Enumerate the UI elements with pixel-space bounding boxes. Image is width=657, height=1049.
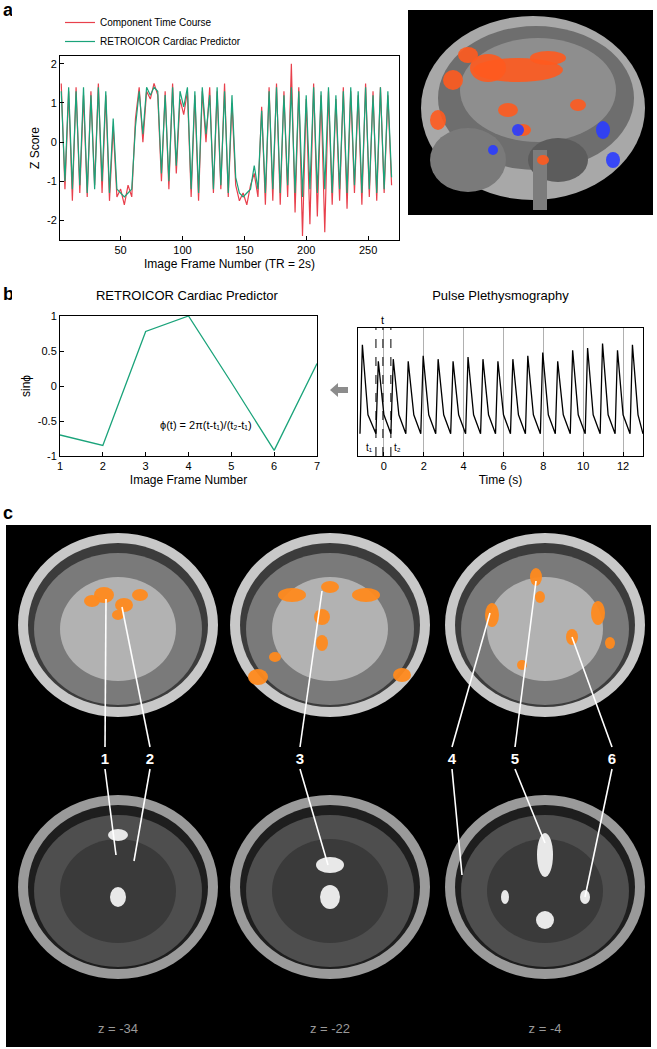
svg-text:5: 5 (511, 750, 519, 767)
svg-text:50: 50 (114, 244, 126, 256)
svg-text:10: 10 (577, 460, 589, 472)
svg-text:4: 4 (448, 750, 457, 767)
svg-text:150: 150 (235, 244, 253, 256)
svg-text:z = -22: z = -22 (310, 1021, 350, 1036)
svg-text:t: t (381, 314, 384, 326)
svg-text:3: 3 (296, 750, 304, 767)
svg-text:z = -34: z = -34 (98, 1021, 138, 1036)
svg-text:2: 2 (146, 750, 154, 767)
svg-text:8: 8 (540, 460, 546, 472)
svg-text:1: 1 (57, 460, 63, 472)
svg-text:z = -4: z = -4 (529, 1021, 562, 1036)
svg-text:Z Score: Z Score (28, 127, 42, 169)
svg-text:0.5: 0.5 (42, 345, 57, 357)
svg-text:RETROICOR Cardiac Predictor: RETROICOR Cardiac Predictor (96, 288, 279, 303)
svg-text:1: 1 (51, 310, 57, 322)
html-text:a: a (3, 0, 13, 20)
svg-text:0: 0 (51, 380, 57, 392)
svg-text:4: 4 (461, 460, 467, 472)
svg-text:3: 3 (143, 460, 149, 472)
svg-text:t₁: t₁ (366, 442, 373, 453)
svg-text:4: 4 (185, 460, 191, 472)
svg-text:1: 1 (101, 750, 109, 767)
svg-text:t₂: t₂ (394, 442, 401, 453)
svg-text:-0.5: -0.5 (38, 415, 57, 427)
svg-text:-2: -2 (47, 214, 57, 226)
svg-text:ϕ(t) = 2π(t-t₁)/(t₂-t₁): ϕ(t) = 2π(t-t₁)/(t₂-t₁) (160, 419, 252, 431)
svg-text:200: 200 (297, 244, 315, 256)
svg-text:6: 6 (271, 460, 277, 472)
svg-text:2: 2 (100, 460, 106, 472)
svg-text:250: 250 (359, 244, 377, 256)
svg-text:Image Frame Number (TR = 2s): Image Frame Number (TR = 2s) (144, 257, 315, 271)
html-text:b: b (3, 284, 14, 304)
html-text:c: c (3, 503, 13, 523)
svg-text:-1: -1 (47, 175, 57, 187)
svg-text:-1: -1 (47, 450, 57, 462)
svg-text:Pulse Plethysmography: Pulse Plethysmography (432, 288, 569, 303)
svg-text:1: 1 (51, 97, 57, 109)
svg-text:RETROICOR Cardiac Predictor: RETROICOR Cardiac Predictor (100, 36, 241, 47)
svg-text:5: 5 (228, 460, 234, 472)
svg-text:0: 0 (51, 136, 57, 148)
svg-text:0: 0 (381, 460, 387, 472)
svg-text:2: 2 (51, 58, 57, 70)
svg-text:6: 6 (500, 460, 506, 472)
svg-text:Component Time Course: Component Time Course (100, 17, 212, 28)
svg-text:12: 12 (617, 460, 629, 472)
svg-text:Image Frame Number: Image Frame Number (130, 473, 247, 487)
svg-text:Time (s): Time (s) (479, 473, 523, 487)
svg-text:7: 7 (314, 460, 320, 472)
svg-text:6: 6 (608, 750, 616, 767)
svg-text:sinϕ: sinϕ (19, 375, 33, 397)
svg-text:2: 2 (421, 460, 427, 472)
svg-text:100: 100 (173, 244, 191, 256)
